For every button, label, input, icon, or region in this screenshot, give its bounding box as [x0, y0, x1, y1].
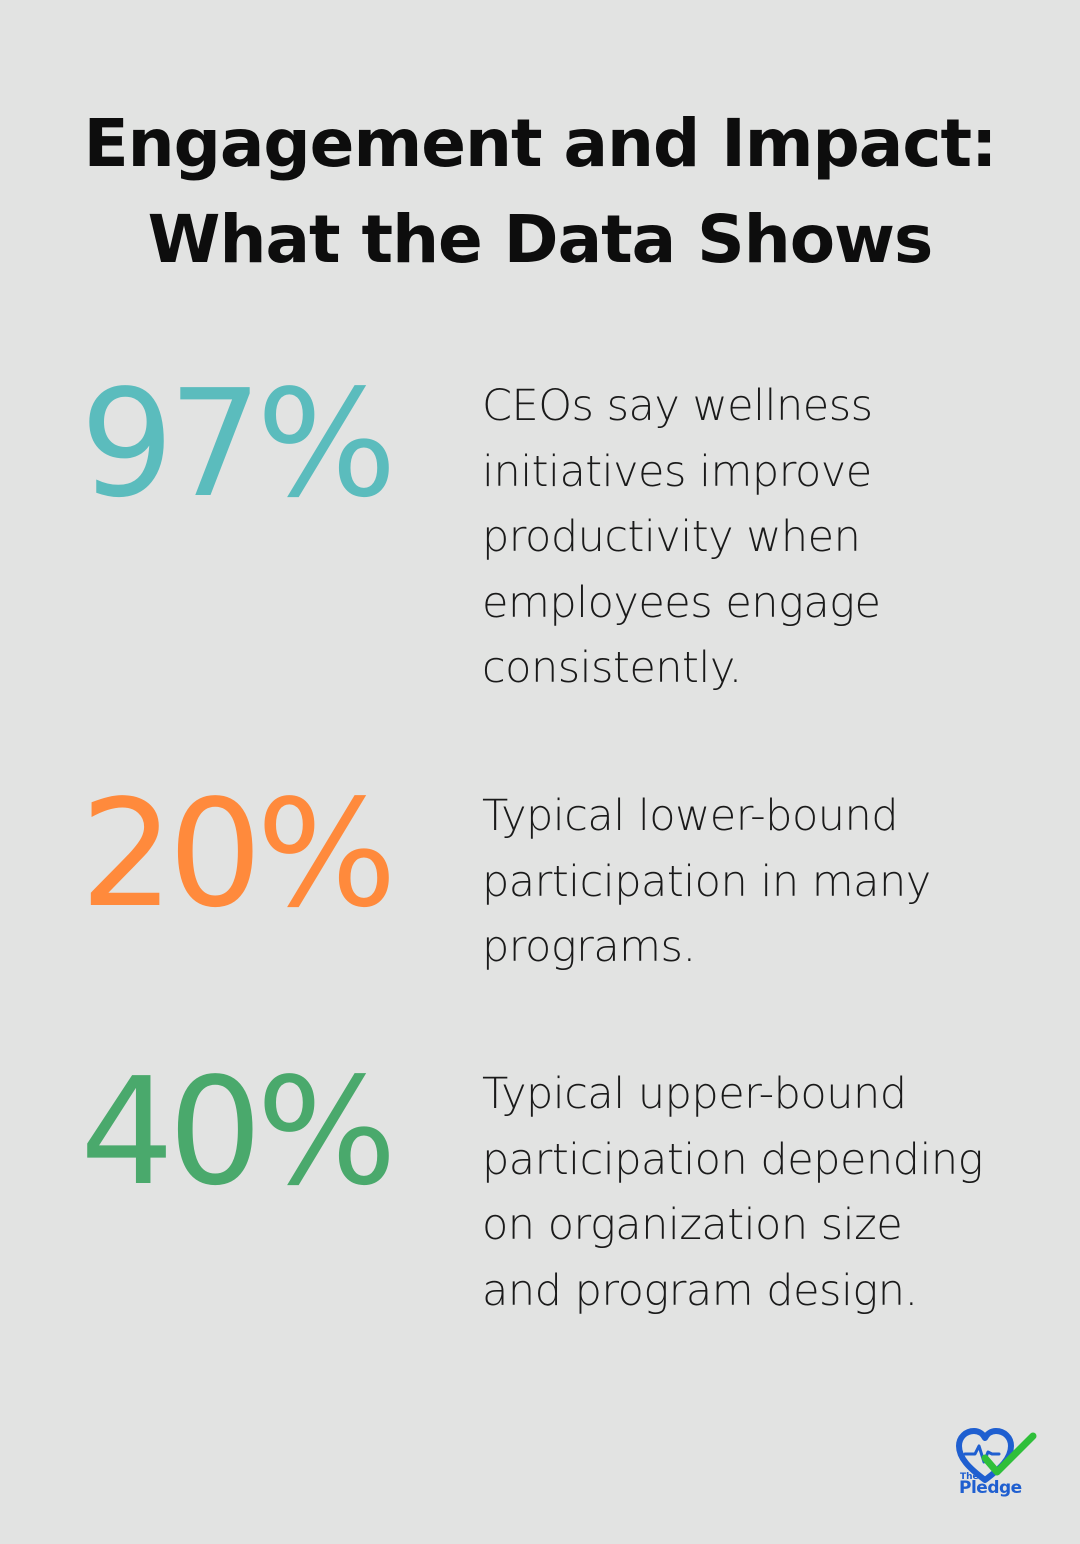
stat-value: 20% [80, 768, 397, 940]
stat-description-line: Typical upper-bound [482, 1069, 907, 1119]
stat-description: CEOs say wellness initiatives improve pr… [482, 374, 1042, 702]
stat-description-line: participation depending [482, 1134, 983, 1185]
stat-description: Typical upper-bound participation depend… [482, 1062, 1042, 1324]
stat-description-line: initiatives improve [482, 446, 872, 497]
stat-description-line: CEOs say wellness [482, 381, 873, 431]
stat-description-line: productivity when [482, 512, 861, 562]
stat-description-line: programs. [482, 922, 696, 972]
stat-description-line: participation in many [482, 856, 931, 907]
stat-description-line: on organization size [482, 1200, 903, 1250]
logo-small-text: The [960, 1472, 979, 1482]
page-title-line-2: What the Data Shows [147, 201, 934, 278]
the-pledge-logo: The Pledge [955, 1428, 1041, 1504]
stat-description-line: Typical lower-bound [482, 791, 899, 841]
page-title: Engagement and Impact: What the Data Sho… [0, 96, 1080, 288]
stat-description-line: employees engage [482, 577, 881, 628]
stat-value: 40% [80, 1046, 397, 1218]
stat-description-line: consistently. [482, 643, 742, 693]
stat-value: 97% [80, 358, 397, 530]
heart-check-icon [956, 1428, 1037, 1483]
page-title-line-1: Engagement and Impact: [83, 105, 998, 182]
stat-description-line: and program design. [482, 1265, 918, 1316]
logo-main-text: Pledge [959, 1478, 1022, 1498]
stat-description: Typical lower-bound participation in man… [482, 784, 1042, 981]
